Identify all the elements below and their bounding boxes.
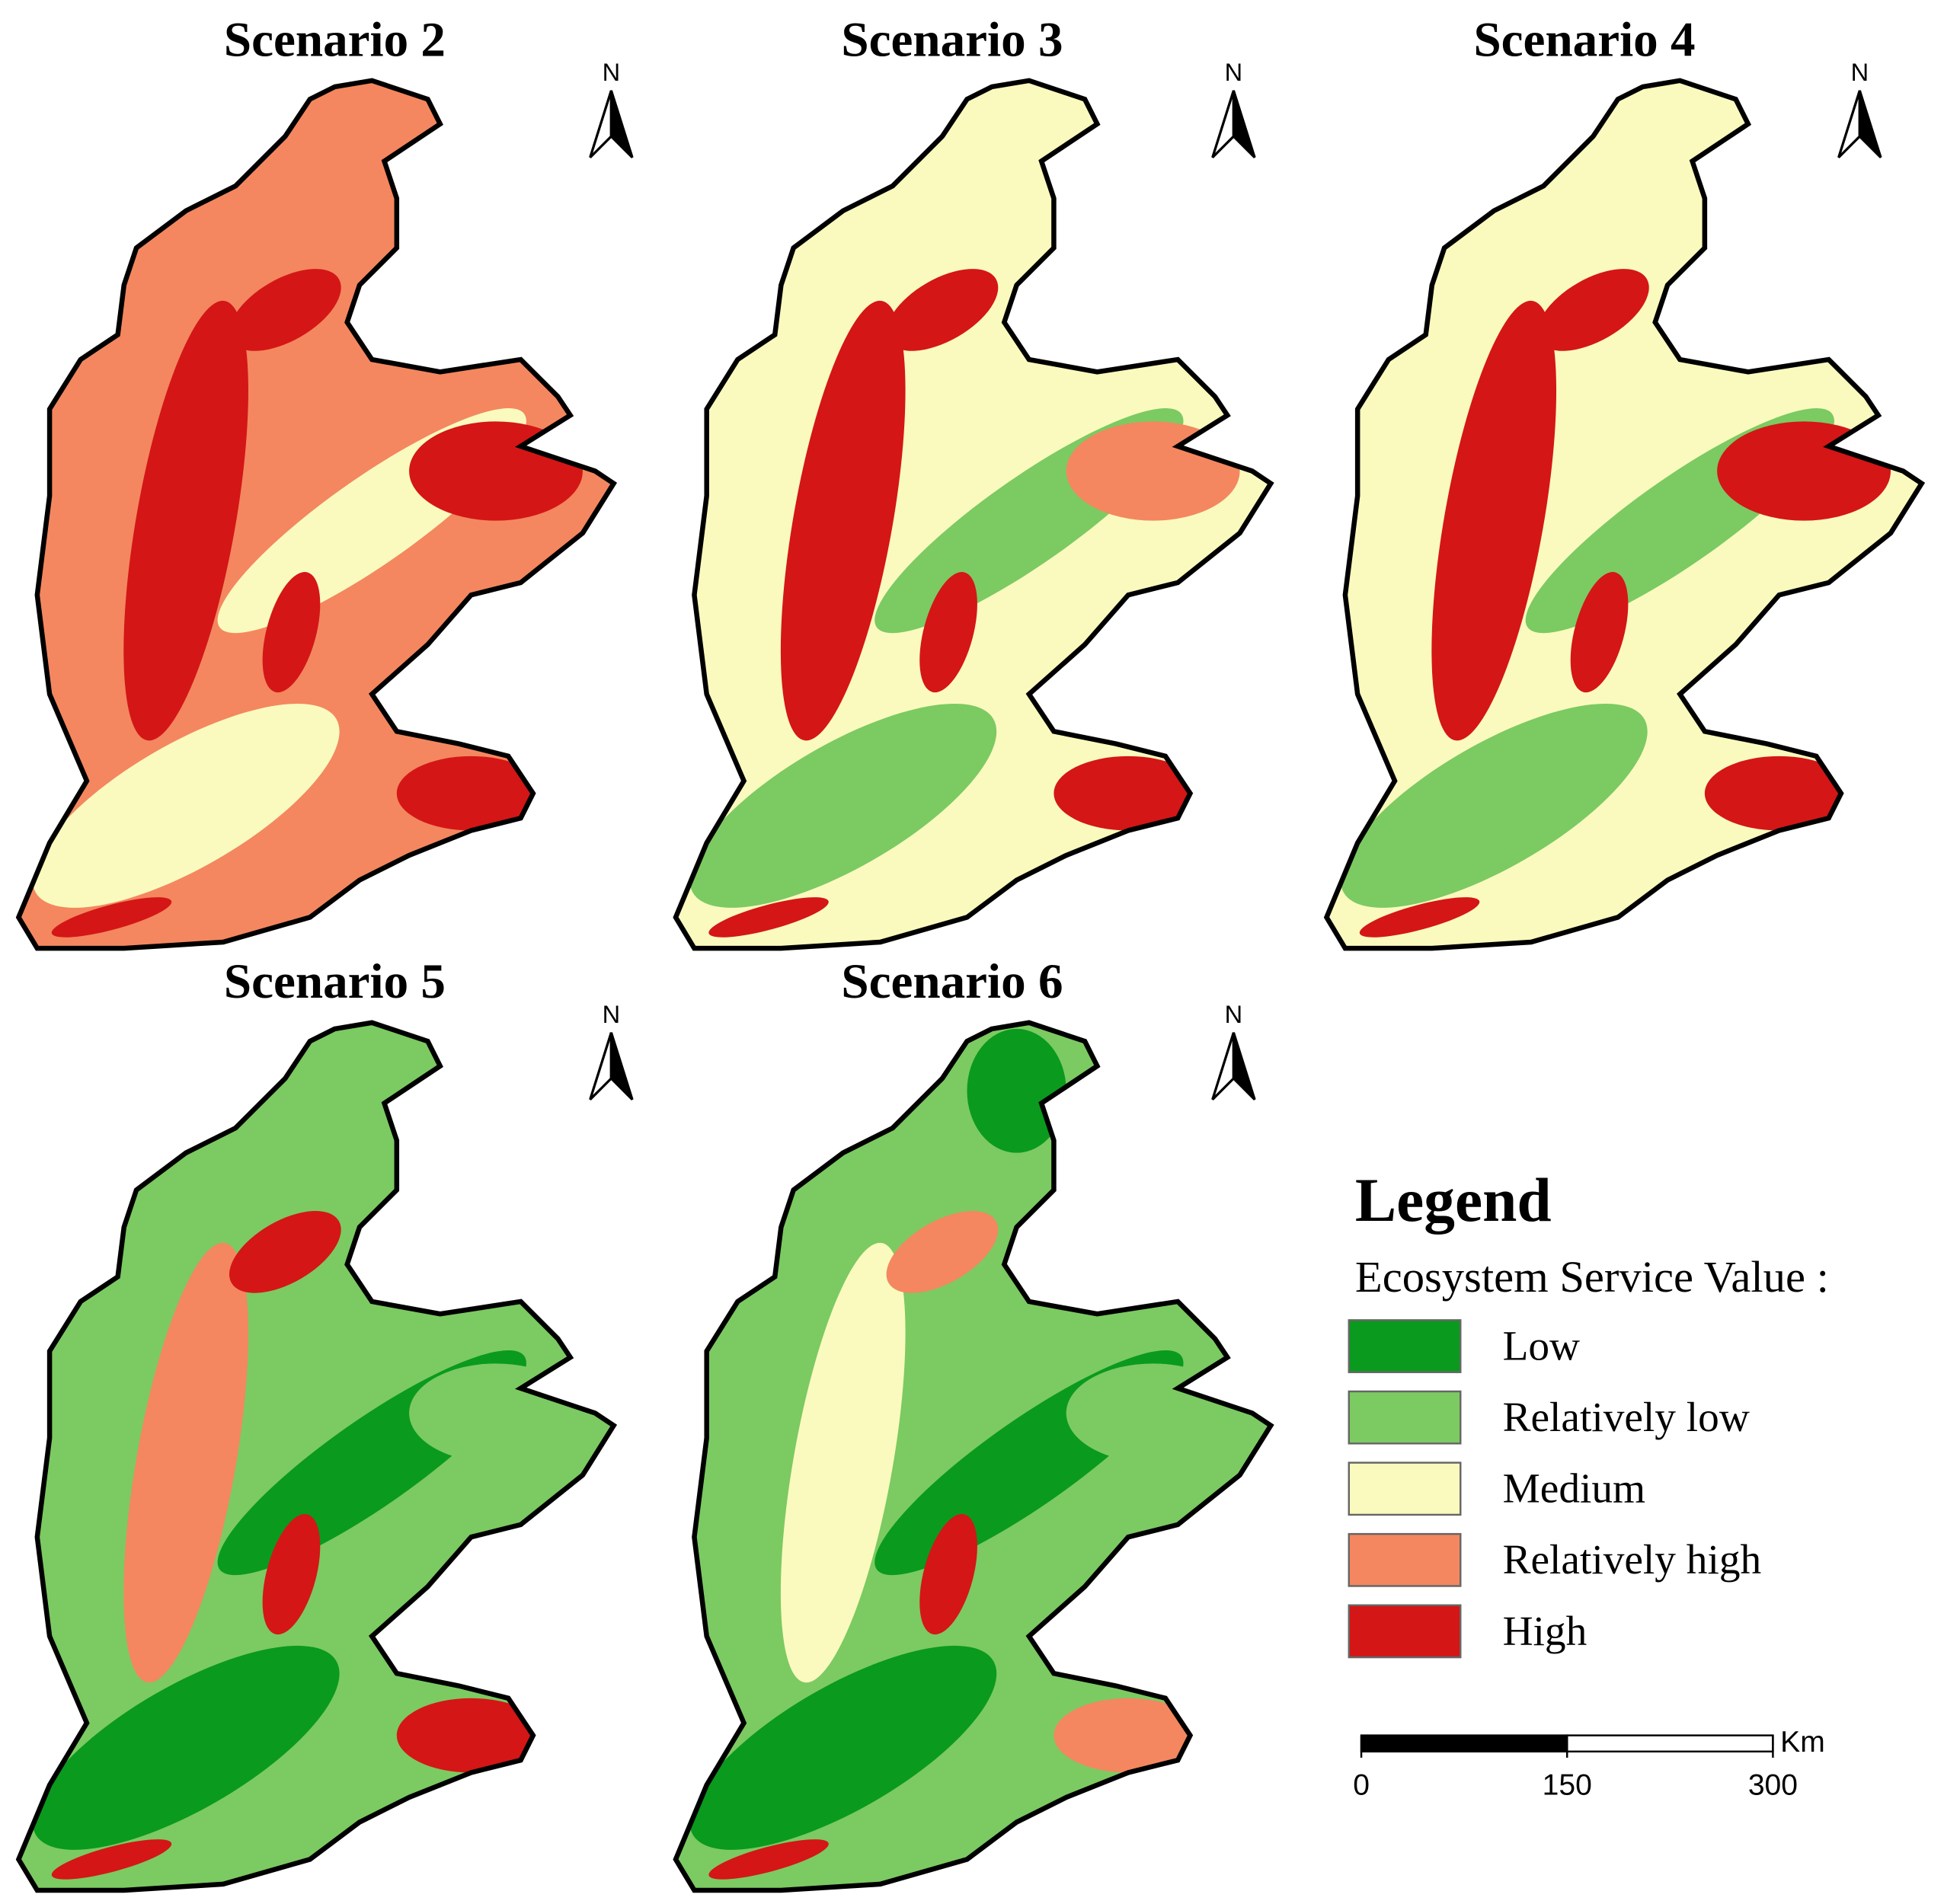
map-patch: [886, 269, 999, 351]
scale-label: 300: [1748, 1769, 1798, 1802]
map-panel: [0, 62, 644, 966]
map-patch: [123, 1242, 248, 1683]
map-patch: [262, 572, 321, 693]
map-patch: [262, 1513, 321, 1635]
map-patch: [1704, 756, 1854, 831]
legend-label: Medium: [1503, 1465, 1646, 1512]
panel-title: Scenario 3: [841, 12, 1063, 67]
legend-label: Relatively high: [1503, 1536, 1762, 1583]
map-patch: [409, 421, 583, 521]
map-patch: [32, 703, 340, 908]
map-patch: [967, 1028, 1066, 1153]
map-patch: [1054, 1698, 1203, 1773]
map-patch: [1431, 300, 1557, 741]
north-arrow: [1858, 90, 1882, 158]
north-label: N: [603, 59, 621, 86]
legend-swatch: [1348, 1604, 1462, 1659]
map-patch: [708, 1839, 829, 1880]
map-patch: [919, 1513, 977, 1635]
map-patch: [1617, 86, 1718, 211]
map-patch: [51, 1839, 172, 1880]
legend-subtitle: Ecosystem Service Value :: [1355, 1252, 1829, 1302]
map-patch: [229, 269, 341, 351]
north-label: N: [1225, 59, 1243, 86]
legend-swatch: [1348, 1462, 1462, 1516]
north-label: N: [1851, 59, 1869, 86]
map-patch: [396, 756, 546, 831]
map-patch: [309, 86, 410, 211]
panel-title: Scenario 5: [224, 954, 446, 1009]
north-arrow: [1837, 90, 1861, 158]
legend-swatch: [1348, 1532, 1462, 1587]
map-patch: [396, 1698, 546, 1773]
legend-label: Low: [1503, 1322, 1580, 1369]
map-patch: [309, 1028, 410, 1153]
map-patch: [1066, 421, 1240, 521]
legend-label: High: [1503, 1608, 1587, 1654]
map-patch: [708, 897, 829, 938]
map-panel: [1308, 62, 1944, 966]
north-arrow: [609, 1032, 634, 1101]
panel-title: Scenario 4: [1473, 12, 1695, 67]
scale-segment: [1360, 1734, 1568, 1752]
map-patch: [51, 897, 172, 938]
map-patch: [1570, 572, 1629, 693]
map-panel: [657, 1004, 1302, 1904]
map: [676, 1022, 1271, 1891]
map-patch: [886, 1211, 999, 1293]
north-label: N: [1225, 1001, 1243, 1028]
legend-swatch: [1348, 1390, 1462, 1445]
map-patch: [919, 572, 977, 693]
map: [18, 1022, 614, 1891]
scale-label: 0: [1353, 1769, 1370, 1802]
legend-label: Relatively low: [1503, 1394, 1750, 1440]
map-patch: [967, 86, 1066, 211]
map-patch: [409, 1363, 583, 1463]
legend-title: Legend: [1355, 1165, 1552, 1235]
map-patch: [780, 1242, 906, 1683]
north-arrow: [589, 1032, 613, 1101]
map-patch: [229, 1211, 341, 1293]
scale-label: 150: [1543, 1769, 1592, 1802]
map-patch: [123, 300, 248, 741]
map-panel: [657, 62, 1302, 966]
legend-swatch: [1348, 1319, 1462, 1373]
panel-title: Scenario 6: [841, 954, 1063, 1009]
north-label: N: [603, 1001, 621, 1028]
north-arrow: [1211, 90, 1236, 158]
map-panel: [0, 1004, 644, 1904]
scale-unit: Km: [1780, 1726, 1825, 1759]
north-arrow: [1232, 1032, 1256, 1101]
map-patch: [780, 300, 906, 741]
map-patch: [1359, 897, 1480, 938]
map: [1326, 80, 1922, 949]
map: [18, 80, 614, 949]
panel-title: Scenario 2: [224, 12, 446, 67]
map: [676, 80, 1271, 949]
map-patch: [689, 1645, 997, 1850]
map-patch: [689, 703, 997, 908]
north-arrow: [1232, 90, 1256, 158]
map-patch: [1066, 1363, 1240, 1463]
map-patch: [32, 1645, 340, 1850]
map-patch: [1054, 756, 1203, 831]
map-patch: [1537, 269, 1649, 351]
north-arrow: [1211, 1032, 1236, 1101]
map-patch: [1340, 703, 1648, 908]
scale-segment: [1566, 1734, 1774, 1752]
map-patch: [1717, 421, 1891, 521]
north-arrow: [609, 90, 634, 158]
north-arrow: [589, 90, 613, 158]
